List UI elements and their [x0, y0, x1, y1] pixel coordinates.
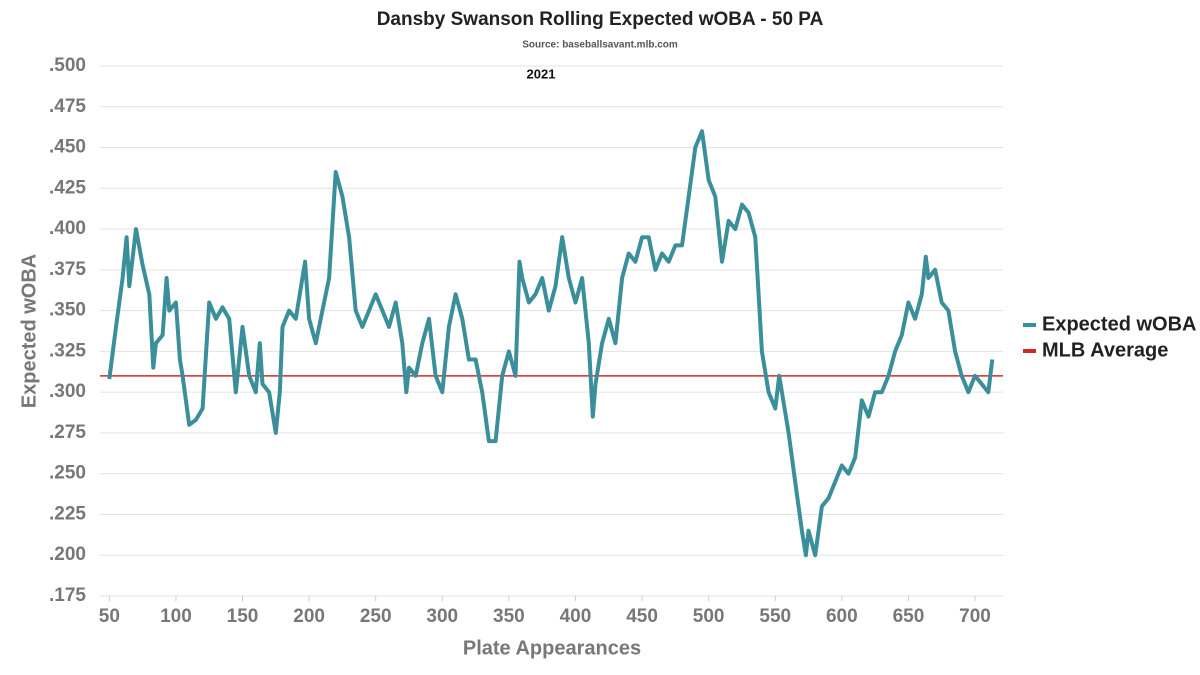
series-line: [107, 129, 995, 558]
x-tick-label: 400: [560, 606, 592, 627]
x-tick-label: 550: [759, 606, 791, 627]
y-tick-label: .375: [49, 259, 86, 280]
legend-label: Expected wOBA: [1042, 313, 1196, 335]
y-tick-label: .250: [49, 463, 86, 484]
x-tick-label: 650: [893, 606, 925, 627]
x-tick-label: 600: [826, 606, 858, 627]
y-tick-label: .275: [49, 422, 86, 443]
x-tick-label: 150: [227, 606, 259, 627]
x-tick-label: 200: [293, 606, 325, 627]
y-tick-label: .475: [49, 96, 86, 117]
x-tick-label: 350: [493, 606, 525, 627]
y-tick-label: .225: [49, 503, 86, 524]
y-tick-label: .400: [49, 218, 86, 239]
y-tick-label: .325: [49, 340, 86, 361]
x-tick-label: 300: [426, 606, 458, 627]
y-tick-label: .175: [49, 585, 86, 606]
chart-subtitle: Source: baseballsavant.mlb.com: [522, 40, 678, 51]
y-tick-label: .450: [49, 137, 86, 158]
y-tick-label: .300: [49, 381, 86, 402]
y-tick-label: .200: [49, 544, 86, 565]
x-tick-label: 450: [626, 606, 658, 627]
legend-label: MLB Average: [1042, 339, 1168, 361]
y-axis-label: Expected wOBA: [18, 254, 40, 408]
x-tick-label: 700: [959, 606, 991, 627]
y-tick-label: .500: [49, 55, 86, 76]
x-axis-label: Plate Appearances: [463, 637, 641, 659]
chart-title: Dansby Swanson Rolling Expected wOBA - 5…: [377, 9, 824, 30]
x-tick-label: 500: [693, 606, 725, 627]
x-tick-label: 100: [160, 606, 192, 627]
y-tick-label: .425: [49, 177, 86, 198]
x-tick-label: 50: [99, 606, 120, 627]
y-tick-label: .350: [49, 300, 86, 321]
annotation: 2021: [527, 66, 556, 81]
x-tick-label: 250: [360, 606, 392, 627]
